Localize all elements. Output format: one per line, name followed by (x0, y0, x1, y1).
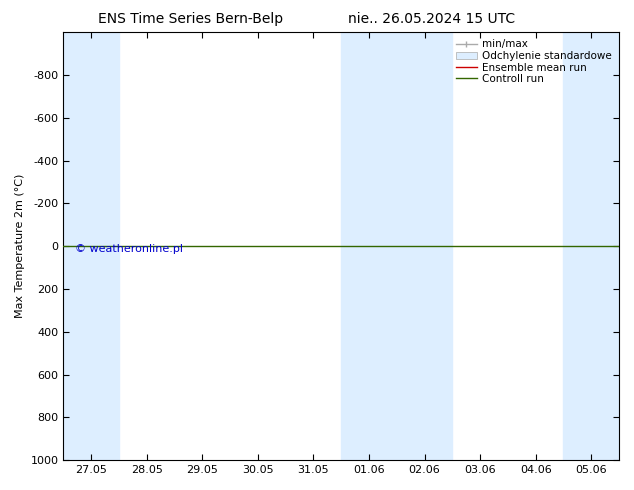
Bar (341, 32, 397, 460)
Text: ENS Time Series Bern-Belp: ENS Time Series Bern-Belp (98, 12, 283, 26)
Bar (63, 32, 119, 460)
Y-axis label: Max Temperature 2m (°C): Max Temperature 2m (°C) (15, 174, 25, 318)
Text: nie.. 26.05.2024 15 UTC: nie.. 26.05.2024 15 UTC (347, 12, 515, 26)
Bar (397, 32, 452, 460)
Bar (564, 32, 619, 460)
Legend: min/max, Odchylenie standardowe, Ensemble mean run, Controll run: min/max, Odchylenie standardowe, Ensembl… (454, 37, 614, 86)
Text: © weatheronline.pl: © weatheronline.pl (75, 244, 183, 254)
